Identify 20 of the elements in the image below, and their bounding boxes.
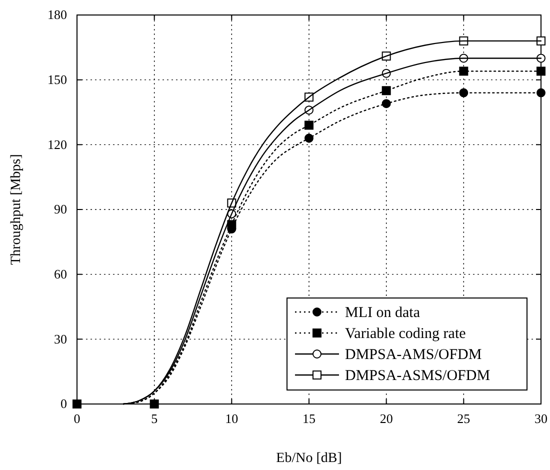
x-tick-label: 30 xyxy=(534,411,548,426)
legend-label: DMPSA-ASMS/OFDM xyxy=(345,368,490,384)
y-tick-label: 150 xyxy=(48,72,67,87)
y-tick-label: 0 xyxy=(60,396,67,412)
x-tick-label: 10 xyxy=(225,411,238,426)
y-axis-title: Throughput [Mbps] xyxy=(9,154,24,265)
y-tick-label: 90 xyxy=(54,202,67,217)
y-tick-label: 30 xyxy=(54,331,67,346)
legend-label: MLI on data xyxy=(345,305,420,321)
y-tick-label: 120 xyxy=(48,136,67,152)
x-tick-label: 0 xyxy=(74,411,80,426)
y-tick-label: 60 xyxy=(54,266,67,282)
x-tick-label: 5 xyxy=(151,411,158,426)
legend-label: DMPSA-AMS/OFDM xyxy=(345,347,482,363)
x-tick-label: 15 xyxy=(302,411,316,426)
x-tick-label: 20 xyxy=(380,411,393,426)
x-tick-label: 25 xyxy=(457,411,470,426)
x-axis-title: Eb/No [dB] xyxy=(276,451,342,466)
y-tick-label: 180 xyxy=(48,7,67,22)
legend-label: Variable coding rate xyxy=(345,326,466,342)
